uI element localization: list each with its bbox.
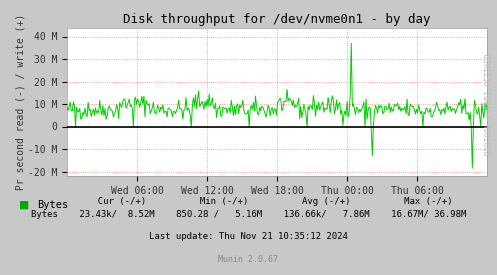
Text: Bytes    23.43k/  8.52M    850.28 /   5.16M    136.66k/   7.86M    16.67M/ 36.98: Bytes 23.43k/ 8.52M 850.28 / 5.16M 136.6… [31,210,466,219]
Text: RRDTOOL / TOBI OETIKER: RRDTOOL / TOBI OETIKER [485,54,494,155]
Y-axis label: Pr second read (-) / write (+): Pr second read (-) / write (+) [15,14,25,190]
Text: Munin 2.0.67: Munin 2.0.67 [219,255,278,264]
Title: Disk throughput for /dev/nvme0n1 - by day: Disk throughput for /dev/nvme0n1 - by da… [123,13,431,26]
Text: Bytes: Bytes [37,200,69,210]
Text: Cur (-/+)          Min (-/+)          Avg (-/+)          Max (-/+): Cur (-/+) Min (-/+) Avg (-/+) Max (-/+) [44,197,453,206]
Text: ■: ■ [20,198,28,212]
Text: Last update: Thu Nov 21 10:35:12 2024: Last update: Thu Nov 21 10:35:12 2024 [149,232,348,241]
